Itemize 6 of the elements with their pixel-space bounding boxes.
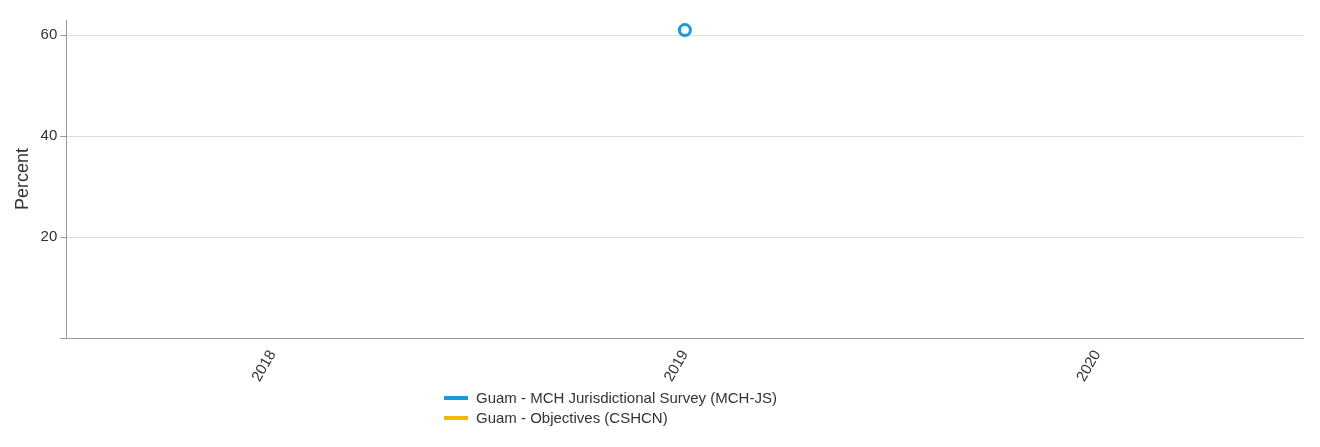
y-tick-label: 60 — [40, 25, 58, 43]
y-tick-label: 20 — [40, 227, 58, 245]
y-tick-label: 40 — [40, 126, 58, 144]
y-axis-title: Percent — [11, 148, 32, 211]
legend-label: Guam - MCH Jurisdictional Survey (MCH-JS) — [476, 388, 777, 408]
legend-label: Guam - Objectives (CSHCN) — [476, 408, 668, 428]
